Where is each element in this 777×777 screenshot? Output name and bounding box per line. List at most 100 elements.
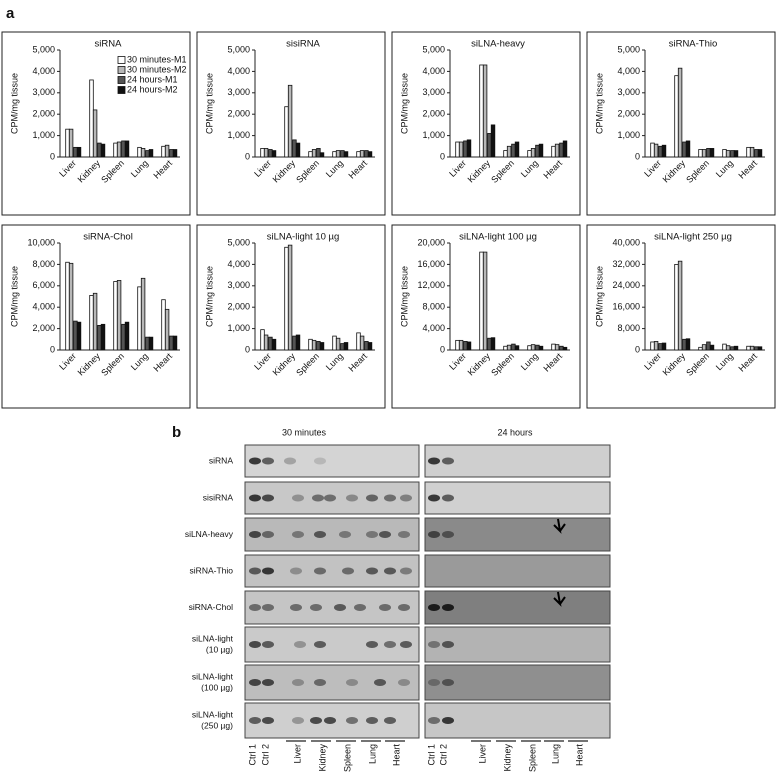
lane-label: Ctrl 2 — [260, 744, 270, 766]
bar — [359, 335, 365, 351]
blot-band — [428, 717, 440, 724]
bar — [73, 146, 78, 158]
bar — [92, 292, 98, 351]
bar — [137, 286, 142, 351]
blot-band — [342, 567, 354, 575]
lane-label: Ctrl 1 — [426, 744, 436, 766]
bar — [653, 341, 659, 351]
bar — [538, 345, 544, 351]
bar — [311, 149, 317, 158]
chart-title: siLNA-light 10 µg — [267, 232, 340, 243]
blot-band — [314, 531, 326, 538]
bar — [161, 299, 166, 351]
bar — [730, 346, 735, 351]
y-tick-label: 2,000 — [227, 109, 250, 119]
blot-band — [310, 604, 322, 611]
bar — [113, 142, 118, 158]
y-tick-label: 4,000 — [227, 66, 250, 76]
bar — [169, 335, 174, 351]
bar — [284, 246, 289, 351]
y-tick-label: 0 — [245, 151, 250, 161]
bar — [733, 345, 739, 351]
y-tick-label: 5,000 — [32, 44, 55, 54]
y-tick-label: 4,000 — [32, 66, 55, 76]
blot-band — [292, 494, 304, 502]
y-tick-label: 2,000 — [32, 323, 55, 333]
bar — [527, 345, 532, 351]
blot-band — [314, 457, 326, 465]
blot-band — [366, 641, 378, 648]
blot-band — [374, 679, 386, 686]
bar — [535, 344, 540, 351]
bar — [367, 342, 373, 351]
blot-band — [284, 457, 296, 465]
bar — [340, 343, 345, 351]
blot-panel — [424, 626, 611, 663]
blot-band — [312, 494, 324, 502]
column-title: 30 minutes — [282, 427, 327, 437]
bar — [527, 150, 532, 158]
chart-panel: siLNA-light 10 µg CPM/mg tissue 0 1,000 2,00… — [196, 224, 386, 409]
bar — [698, 149, 703, 158]
y-tick-label: 40,000 — [612, 237, 640, 247]
bar — [76, 321, 82, 351]
blot-band — [400, 567, 412, 575]
bar — [364, 341, 369, 351]
blot-band — [366, 567, 378, 575]
bar — [319, 342, 325, 351]
y-tick-label: 1,000 — [617, 130, 640, 140]
bar — [145, 150, 150, 158]
row-label: siRNA-Chol — [189, 602, 234, 612]
y-axis-label: CPM/mg tissue — [204, 73, 214, 134]
y-axis-label: CPM/mg tissue — [399, 266, 409, 327]
bar — [97, 142, 102, 158]
panel-label: a — [6, 5, 15, 22]
bar — [650, 341, 655, 351]
bar — [725, 345, 731, 351]
bar — [268, 336, 273, 351]
blot-band — [384, 494, 396, 502]
bar — [754, 346, 759, 351]
bar — [367, 151, 373, 158]
blot-band — [249, 717, 261, 724]
bar — [746, 146, 751, 158]
bar — [121, 140, 126, 158]
blot-band — [442, 641, 454, 648]
blot-band — [366, 494, 378, 502]
y-tick-label: 1,000 — [227, 323, 250, 333]
blot-band — [262, 717, 274, 724]
bar — [682, 141, 687, 158]
blot-band — [310, 717, 322, 724]
bar — [535, 144, 540, 158]
y-tick-label: 8,000 — [422, 302, 445, 312]
bar — [271, 338, 277, 351]
bar — [113, 281, 118, 351]
bar — [65, 261, 70, 351]
bar — [455, 339, 460, 351]
bar — [749, 146, 755, 158]
bar — [746, 345, 751, 351]
bar — [506, 145, 512, 158]
bar — [551, 343, 556, 351]
y-axis-label: CPM/mg tissue — [9, 73, 19, 134]
blot-band — [400, 641, 412, 648]
bar — [466, 139, 472, 158]
blot-band — [384, 567, 396, 575]
chart-title: siRNA — [95, 39, 123, 50]
y-axis-label: CPM/mg tissue — [204, 266, 214, 327]
y-tick-label: 1,000 — [32, 130, 55, 140]
legend-swatch — [117, 66, 126, 74]
chart-title: sisiRNA — [286, 39, 320, 50]
bar — [121, 323, 126, 351]
bar — [116, 280, 122, 351]
legend-label: 24 hours-M1 — [127, 74, 178, 84]
blot-band — [442, 717, 454, 724]
bar — [757, 346, 763, 351]
bar — [311, 339, 317, 351]
y-tick-label: 4,000 — [227, 259, 250, 269]
blot-band — [249, 494, 261, 502]
y-tick-label: 0 — [50, 344, 55, 354]
bar — [706, 148, 711, 158]
bar — [650, 142, 655, 158]
blot-band — [314, 679, 326, 686]
